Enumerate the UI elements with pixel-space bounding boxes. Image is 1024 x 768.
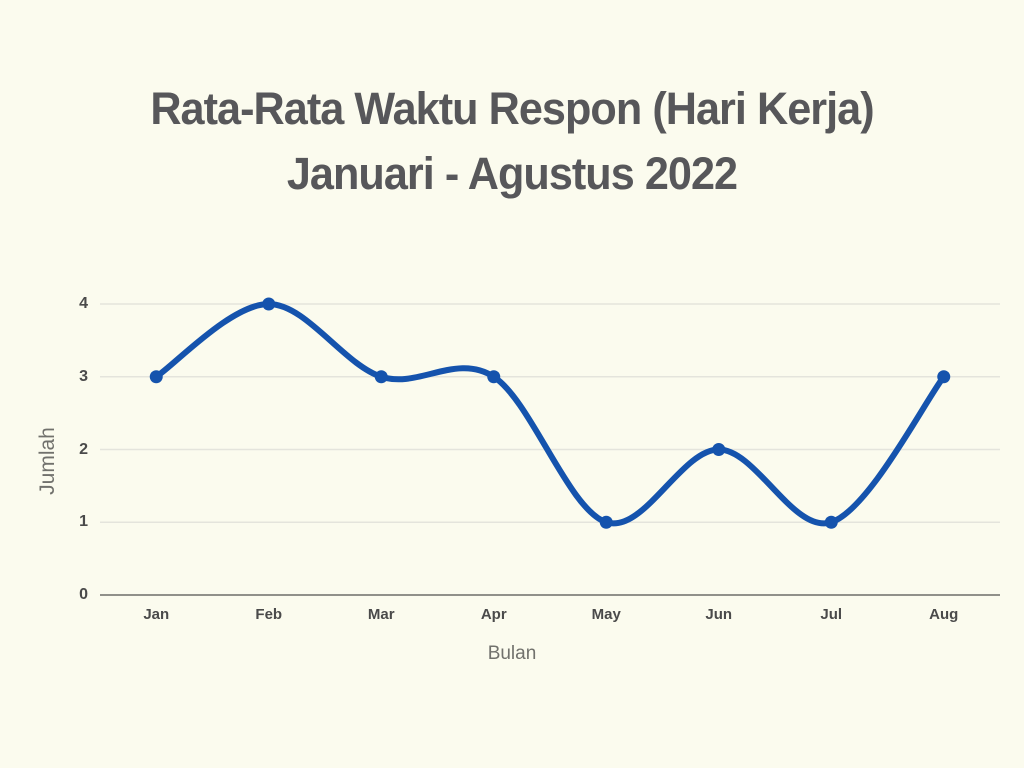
data-point [487, 370, 501, 384]
chart-title: Rata-Rata Waktu Respon (Hari Kerja) Janu… [20, 76, 1003, 206]
x-tick-label: Jul [820, 606, 843, 623]
x-tick-label: Apr [480, 606, 507, 623]
series-points [149, 297, 951, 529]
y-axis-title: Jumlah [36, 427, 59, 495]
y-tick-label: 0 [79, 586, 88, 603]
x-tick-label: Jan [143, 606, 170, 623]
series-line [153, 301, 947, 527]
x-tick-label: May [591, 606, 621, 623]
x-tick-label: Aug [929, 606, 959, 623]
x-tick-label: Mar [367, 606, 395, 623]
data-point [149, 370, 163, 384]
chart-title-line1: Rata-Rata Waktu Respon (Hari Kerja) [150, 83, 874, 134]
x-tick-label: Jun [705, 606, 733, 623]
x-tick-label: Feb [255, 606, 283, 623]
data-point [599, 515, 613, 529]
chart-title-line2: Januari - Agustus 2022 [286, 148, 738, 199]
data-point [937, 370, 951, 384]
x-axis-title: Bulan [487, 643, 537, 664]
y-tick-label: 3 [79, 367, 88, 385]
data-point [712, 443, 726, 456]
data-point [824, 515, 838, 529]
y-tick-label: 1 [79, 513, 88, 531]
data-point [262, 297, 276, 311]
y-tick-label: 2 [79, 440, 88, 458]
y-tick-label: 4 [79, 295, 88, 312]
data-point [374, 370, 388, 384]
